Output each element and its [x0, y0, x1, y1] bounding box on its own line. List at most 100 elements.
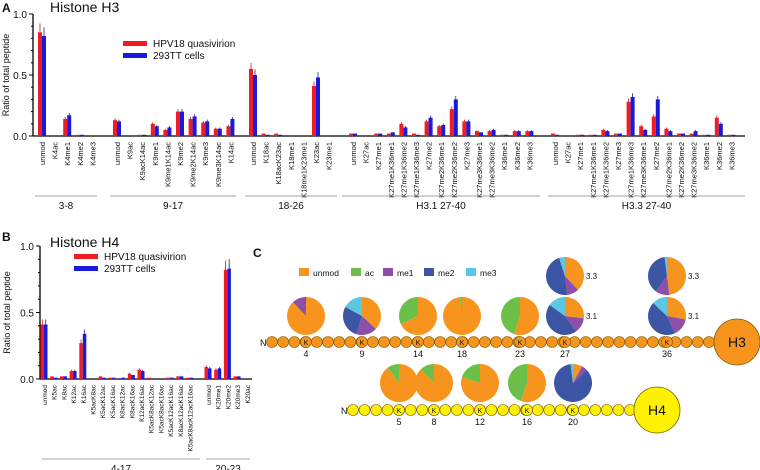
legend-swatch-me1 [383, 268, 393, 276]
h4-residue [589, 404, 602, 416]
h4-lysine-label: K [478, 408, 483, 415]
bar-red-K18acK23ac [274, 133, 279, 136]
h3-lysine [514, 336, 526, 348]
x-tick-label: unmod [113, 142, 122, 165]
bar-red-K36me3 [525, 131, 530, 136]
x-tick-label: unmod [349, 142, 358, 165]
y-tick-label: 0.0 [13, 132, 27, 143]
h3-residue [333, 336, 346, 348]
bar-red-K27me2 [424, 121, 429, 136]
bar-red-K27me1K36me2 [601, 129, 606, 136]
bar-blue-K27me1K36me2 [403, 127, 408, 136]
x-tick-label: K27me1K36me1 [387, 142, 396, 198]
x-tick-label: K27me3K36me2 [690, 142, 699, 198]
x-tick-label: K18acK23ac [274, 142, 283, 185]
legend-swatch-unmod [299, 268, 309, 276]
h3-lysine [559, 336, 571, 348]
h3-residue [624, 336, 637, 348]
variant-label: 3.3 [586, 272, 598, 281]
x-tick-label: K4me1 [63, 142, 72, 166]
bar-red-K4me1 [63, 118, 68, 136]
h4-lysine [474, 404, 486, 416]
bar-red-K27me2 [651, 116, 656, 136]
x-tick-label: K16ac [81, 384, 88, 403]
x-tick-label: K5acK8acK16ac [158, 384, 165, 433]
bar-red-K12acK16ac [137, 369, 141, 379]
h3-residue [400, 336, 413, 348]
h3-residue [479, 336, 491, 348]
h3-residue [389, 336, 402, 348]
group-label: H3.1 27-40 [416, 201, 466, 212]
x-tick-label: K27me1K36me1 [589, 142, 598, 198]
bar-blue-K27me2 [655, 99, 660, 136]
pie-h4-k20-slice-me1 [573, 366, 587, 383]
h4-residue [404, 404, 417, 416]
bar-red-K36me2 [512, 131, 517, 136]
h3-residue [378, 336, 390, 348]
x-tick-label: K5acK8acK12ac [149, 384, 156, 433]
h4-residue [439, 404, 452, 416]
bar-blue-K5ac [53, 377, 58, 379]
legend-label-me3: me3 [480, 268, 497, 278]
h3-residue [546, 336, 558, 348]
bar-blue-K27me2 [428, 117, 433, 136]
pie-h3.3-k36-slice-me1 [655, 276, 670, 295]
bar-blue-K27me3K36me2 [693, 131, 698, 136]
x-tick-label: K36me1 [500, 142, 509, 170]
h4-lysine [567, 404, 579, 416]
y-axis-label: Ratio of total peptide [2, 271, 12, 354]
h3-residue [445, 336, 458, 348]
h3-residue [367, 336, 379, 348]
pie-h3-k18-slice-unmod [442, 297, 481, 335]
x-tick-label: K27me2 [652, 142, 661, 170]
bar-red-K27me1 [576, 134, 581, 136]
h3-residue [691, 336, 704, 348]
x-tick-label: K9me1 [151, 142, 160, 166]
x-tick-label: K20ac [245, 384, 252, 403]
pie-h3-k27-slice-unmod [565, 297, 584, 319]
x-tick-label: K27me2K36me2 [677, 142, 686, 198]
h4-lysine [393, 404, 405, 416]
bar-blue-K20me3 [237, 376, 241, 379]
h3-lysine [300, 336, 312, 348]
bar-red-K9me1K14ac [163, 129, 168, 136]
bar-blue-K16ac [82, 333, 87, 379]
pie-h3-k27-slice-me2 [545, 304, 577, 336]
legend-swatch-blue [123, 53, 147, 58]
bar-red-K27me3K36me1 [475, 131, 479, 136]
pie-h3-k23-slice-unmod [514, 297, 540, 335]
h4-lysine [521, 404, 533, 416]
bar-red-K27me2K36me2 [677, 133, 681, 136]
pie-h4-k5-slice-ac [387, 364, 399, 383]
h4-n-terminus: N [341, 406, 348, 416]
group-label: 3-8 [59, 201, 74, 212]
legend-swatch-red [74, 254, 98, 259]
h4-lysine-label: K [397, 408, 402, 415]
group-label: H3.3 27-40 [622, 201, 672, 212]
variant-label: 3.3 [688, 272, 700, 281]
h4-residue [358, 404, 371, 416]
y-tick-label: 0.5 [13, 71, 27, 82]
bar-red-K8acK12acK16ac [176, 376, 180, 379]
x-tick-label: K27me1K36me3 [412, 142, 421, 198]
bar-blue-K8ac [63, 376, 67, 379]
bar-red-K20me2 [223, 269, 228, 379]
bar-red-K27me1K36me3 [626, 101, 631, 136]
pie-h3-k14-slice-unmod [400, 297, 438, 336]
h3-residue [501, 336, 514, 348]
bar-red-K27me3K36me2 [689, 133, 694, 136]
bar-blue-K8acK12ac [121, 377, 126, 379]
bar-red-unmod [113, 120, 117, 136]
h3-residue [523, 336, 536, 348]
bar-red-K27me3K36me1 [639, 126, 644, 136]
bar-red-K36me1 [702, 134, 707, 136]
bar-blue-K9me2K14ac [192, 116, 197, 136]
x-tick-label: K9me2K14ac [189, 142, 198, 187]
legend-swatch-blue [74, 266, 98, 271]
x-tick-label: K27me1K36me2 [399, 142, 408, 198]
bar-blue-K5acK12acK16ac [170, 377, 174, 379]
bar-red-K27me3K36me2 [487, 131, 492, 136]
bar-red-K27me2K36me2 [449, 109, 454, 136]
x-tick-label: unmod [38, 142, 47, 165]
legend-label-blue: 293TT cells [153, 51, 205, 62]
